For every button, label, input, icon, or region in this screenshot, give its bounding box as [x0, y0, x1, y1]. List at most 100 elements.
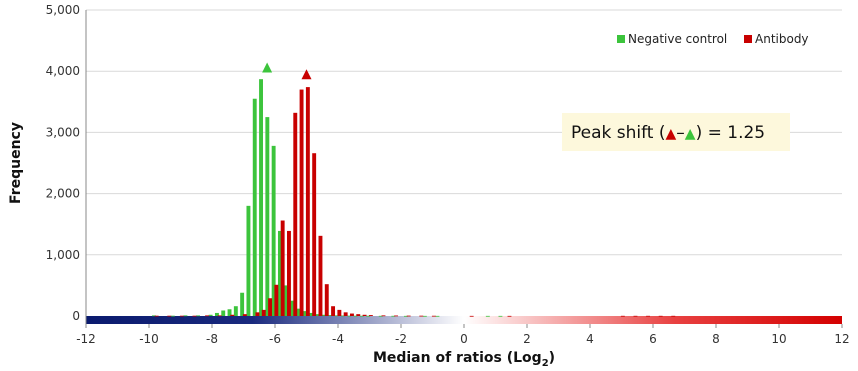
bar-negative-control — [233, 306, 238, 316]
bar-negative-control — [328, 315, 333, 316]
bar-negative-control — [170, 315, 175, 317]
bar-negative-control — [378, 315, 383, 317]
bar-negative-control — [315, 314, 320, 316]
bar-negative-control — [403, 315, 408, 317]
bar-antibody — [331, 306, 336, 316]
peak-marker-triangle-icon — [301, 69, 312, 80]
annotation-text: Peak shift (▲–▲) = 1.25 — [571, 123, 765, 143]
red-triangle-icon: ▲ — [666, 126, 677, 142]
bar-negative-control — [151, 315, 156, 317]
bar-antibody — [280, 220, 285, 316]
bar-antibody — [217, 315, 222, 317]
green-triangle-icon: ▲ — [685, 126, 696, 142]
peak-marker-triangle-icon — [262, 62, 273, 73]
bar-antibody — [242, 314, 247, 316]
bar-antibody — [299, 89, 304, 316]
y-tick-label: 2,000 — [46, 187, 80, 201]
peak-markers — [262, 62, 312, 80]
bar-antibody — [287, 230, 291, 316]
x-tick-label: 12 — [834, 332, 849, 346]
bar-negative-control — [391, 315, 396, 317]
bar-negative-control — [259, 79, 263, 316]
bar-negative-control — [208, 314, 213, 316]
bar-negative-control — [435, 315, 440, 317]
bar-antibody — [318, 235, 323, 316]
x-tick-label: -6 — [269, 332, 281, 346]
bar-antibody — [394, 315, 399, 317]
bar-negative-control — [347, 315, 352, 317]
bar-negative-control — [334, 315, 339, 317]
x-tick-label: 0 — [460, 332, 468, 346]
bar-negative-control — [227, 309, 232, 316]
bar-negative-control — [498, 315, 503, 317]
bar-antibody — [293, 112, 298, 316]
bar-negative-control — [359, 315, 364, 317]
bar-antibody — [658, 315, 663, 317]
legend-swatch — [744, 35, 752, 43]
bar-antibody — [261, 309, 266, 316]
bar-antibody — [324, 284, 329, 316]
bar-antibody — [343, 312, 348, 316]
bar-negative-control — [366, 315, 371, 317]
y-tick-label: 0 — [72, 309, 80, 323]
bar-negative-control — [296, 308, 301, 316]
x-tick-label: 8 — [712, 332, 720, 346]
peak-shift-annotation: Peak shift (▲–▲) = 1.25 — [562, 113, 790, 151]
ratio-color-gradient-bar — [86, 316, 842, 324]
bar-antibody — [305, 87, 310, 316]
bar-negative-control — [322, 314, 326, 316]
bar-antibody — [230, 314, 235, 316]
x-tick-label: 2 — [523, 332, 531, 346]
bar-negative-control — [221, 310, 226, 316]
bar-antibody — [406, 315, 411, 317]
bar-antibody — [362, 314, 367, 316]
bar-negative-control — [353, 315, 358, 317]
bar-negative-control — [265, 117, 270, 316]
bar-negative-control — [252, 98, 257, 317]
x-tick-label: 6 — [649, 332, 657, 346]
bar-antibody — [431, 315, 436, 317]
bar-negative-control — [214, 312, 219, 316]
y-tick-label: 5,000 — [46, 3, 80, 17]
bar-negative-control — [183, 315, 188, 317]
bar-antibody — [274, 284, 279, 316]
legend-swatch — [617, 35, 625, 43]
y-axis-title: Frequency — [8, 122, 24, 204]
bar-antibody — [368, 315, 373, 316]
bar-negative-control — [340, 315, 345, 317]
bar-antibody — [312, 153, 317, 316]
bar-antibody — [350, 313, 354, 316]
annotation-box — [562, 113, 790, 151]
bar-antibody — [268, 298, 273, 316]
bar-antibody — [255, 312, 260, 316]
x-tick-label: -10 — [139, 332, 159, 346]
bar-antibody — [154, 315, 159, 317]
x-tick-label: -2 — [395, 332, 407, 346]
bar-antibody — [179, 315, 184, 317]
bar-negative-control — [271, 145, 276, 316]
bar-antibody — [620, 315, 625, 317]
x-tick-label: -4 — [332, 332, 344, 346]
bar-negative-control — [246, 205, 251, 316]
legend: Negative control Antibody — [617, 32, 809, 46]
bar-antibody — [469, 315, 474, 317]
legend-label: Negative control — [628, 32, 727, 46]
bar-antibody — [192, 315, 197, 317]
y-tick-label: 3,000 — [46, 125, 80, 139]
y-axis-ticks: 0 1,000 2,000 3,000 4,000 5,000 — [46, 3, 80, 323]
y-tick-label: 4,000 — [46, 64, 80, 78]
legend-label: Antibody — [755, 32, 809, 46]
bar-negative-control — [196, 315, 200, 317]
bar-antibody — [419, 315, 424, 317]
bar-antibody — [507, 315, 512, 317]
x-axis-title: Median of ratios (Log2) — [373, 350, 555, 369]
x-tick-label: -12 — [76, 332, 96, 346]
bar-antibody — [646, 315, 651, 317]
bar-negative-control — [309, 312, 314, 316]
bar-negative-control — [277, 230, 282, 316]
x-tick-label: 10 — [771, 332, 786, 346]
bar-antibody — [381, 315, 386, 317]
bar-antibody — [205, 315, 210, 317]
bar-antibody — [356, 314, 361, 316]
bar-negative-control — [284, 285, 289, 316]
